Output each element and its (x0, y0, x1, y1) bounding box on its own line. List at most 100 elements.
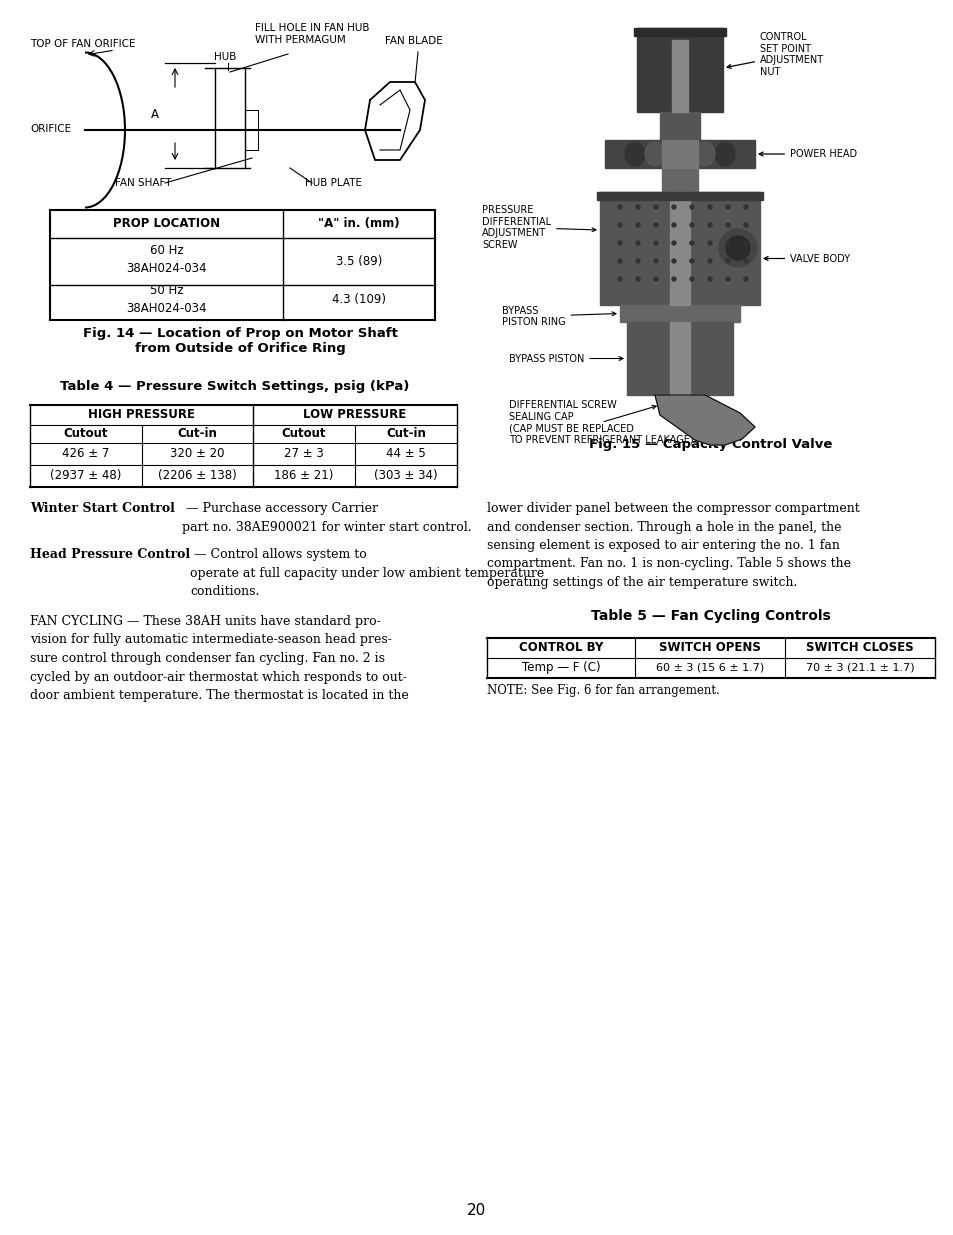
Bar (661, 168, 698, 191)
Bar (597, 191, 762, 200)
Text: SWITCH OPENS: SWITCH OPENS (659, 641, 760, 655)
Ellipse shape (714, 142, 734, 165)
Circle shape (707, 205, 711, 209)
Text: NOTE: See Fig. 6 for fan arrangement.: NOTE: See Fig. 6 for fan arrangement. (486, 684, 719, 697)
Text: — Purchase accessory Carrier
part no. 38AE900021 for winter start control.: — Purchase accessory Carrier part no. 38… (182, 501, 471, 534)
Text: Fig. 15 — Capacity Control Valve: Fig. 15 — Capacity Control Valve (589, 438, 832, 451)
Text: Winter Start Control: Winter Start Control (30, 501, 174, 515)
Text: 426 ± 7: 426 ± 7 (62, 447, 110, 459)
Circle shape (654, 224, 658, 227)
Text: Cut-in: Cut-in (177, 427, 217, 440)
Circle shape (636, 205, 639, 209)
Circle shape (618, 259, 621, 263)
Text: FAN CYCLING — These 38AH units have standard pro-
vision for fully automatic int: FAN CYCLING — These 38AH units have stan… (30, 615, 408, 701)
Text: VALVE BODY: VALVE BODY (763, 253, 849, 263)
Text: SWITCH CLOSES: SWITCH CLOSES (805, 641, 913, 655)
Text: 320 ± 20: 320 ± 20 (170, 447, 225, 459)
Circle shape (618, 205, 621, 209)
Circle shape (671, 205, 676, 209)
Text: — Control allows system to
operate at full capacity under low ambient temperatur: — Control allows system to operate at fu… (190, 548, 543, 598)
Text: PRESSURE
DIFFERENTIAL
ADJUSTMENT
SCREW: PRESSURE DIFFERENTIAL ADJUSTMENT SCREW (481, 205, 596, 249)
Circle shape (707, 259, 711, 263)
Bar (637, 28, 722, 112)
Text: ORIFICE: ORIFICE (30, 124, 71, 135)
Circle shape (671, 277, 676, 282)
Circle shape (743, 277, 747, 282)
Circle shape (636, 259, 639, 263)
Polygon shape (655, 395, 754, 445)
Text: (2206 ± 138): (2206 ± 138) (158, 469, 236, 482)
Bar (669, 191, 689, 305)
Bar (626, 322, 732, 395)
Ellipse shape (719, 228, 757, 267)
Bar (671, 40, 687, 112)
Text: 50 Hz
38AH024-034: 50 Hz 38AH024-034 (126, 284, 207, 315)
Text: 4.3 (109): 4.3 (109) (332, 293, 386, 305)
Bar (661, 140, 698, 168)
Circle shape (743, 205, 747, 209)
Circle shape (725, 224, 729, 227)
Text: FAN BLADE: FAN BLADE (385, 36, 442, 46)
Text: (2937 ± 48): (2937 ± 48) (51, 469, 122, 482)
Ellipse shape (624, 142, 644, 165)
Bar (659, 112, 700, 140)
Text: 27 ± 3: 27 ± 3 (284, 447, 323, 459)
Text: BYPASS PISTON: BYPASS PISTON (509, 353, 622, 363)
Text: FILL HOLE IN FAN HUB
WITH PERMAGUM: FILL HOLE IN FAN HUB WITH PERMAGUM (254, 23, 369, 44)
Circle shape (636, 277, 639, 282)
Circle shape (671, 259, 676, 263)
Ellipse shape (644, 142, 664, 165)
Text: 60 Hz
38AH024-034: 60 Hz 38AH024-034 (126, 245, 207, 275)
Text: Cut-in: Cut-in (386, 427, 425, 440)
Text: HUB PLATE: HUB PLATE (305, 178, 361, 188)
Circle shape (725, 205, 729, 209)
Circle shape (671, 241, 676, 245)
Circle shape (725, 259, 729, 263)
Text: Table 5 — Fan Cycling Controls: Table 5 — Fan Cycling Controls (591, 609, 830, 622)
Text: A: A (151, 107, 159, 121)
Text: Head Pressure Control: Head Pressure Control (30, 548, 190, 561)
Circle shape (654, 277, 658, 282)
Circle shape (743, 241, 747, 245)
Text: DIFFERENTIAL SCREW
SEALING CAP
(CAP MUST BE REPLACED
TO PREVENT REFRIGERANT LEAK: DIFFERENTIAL SCREW SEALING CAP (CAP MUST… (509, 400, 693, 445)
Circle shape (689, 259, 693, 263)
Bar (634, 28, 725, 36)
Text: 60 ± 3 (15 6 ± 1.7): 60 ± 3 (15 6 ± 1.7) (655, 663, 763, 673)
Circle shape (654, 241, 658, 245)
Circle shape (725, 241, 729, 245)
Text: CONTROL BY: CONTROL BY (518, 641, 602, 655)
Text: TOP OF FAN ORIFICE: TOP OF FAN ORIFICE (30, 40, 135, 49)
Text: PROP LOCATION: PROP LOCATION (112, 217, 220, 230)
Text: LOW PRESSURE: LOW PRESSURE (303, 408, 406, 421)
Circle shape (689, 205, 693, 209)
Circle shape (707, 241, 711, 245)
Text: 3.5 (89): 3.5 (89) (335, 254, 382, 268)
Circle shape (743, 259, 747, 263)
Text: CONTROL
SET POINT
ADJUSTMENT
NUT: CONTROL SET POINT ADJUSTMENT NUT (726, 32, 823, 77)
Circle shape (689, 277, 693, 282)
Text: 20: 20 (467, 1203, 486, 1218)
Text: Cutout: Cutout (281, 427, 326, 440)
Circle shape (743, 224, 747, 227)
Text: FAN SHAFT: FAN SHAFT (115, 178, 172, 188)
Text: BYPASS
PISTON RING: BYPASS PISTON RING (501, 305, 616, 327)
Circle shape (707, 277, 711, 282)
Text: from Outside of Orifice Ring: from Outside of Orifice Ring (134, 342, 345, 354)
Circle shape (654, 205, 658, 209)
Circle shape (618, 241, 621, 245)
Bar (599, 191, 760, 305)
Circle shape (636, 224, 639, 227)
Circle shape (689, 241, 693, 245)
Text: Table 4 — Pressure Switch Settings, psig (kPa): Table 4 — Pressure Switch Settings, psig… (60, 380, 409, 393)
Circle shape (725, 277, 729, 282)
Text: lower divider panel between the compressor compartment
and condenser section. Th: lower divider panel between the compress… (486, 501, 859, 589)
Bar (604, 140, 754, 168)
Text: Cutout: Cutout (64, 427, 108, 440)
Text: HIGH PRESSURE: HIGH PRESSURE (88, 408, 194, 421)
Circle shape (707, 224, 711, 227)
Circle shape (618, 224, 621, 227)
Text: HUB: HUB (213, 52, 236, 62)
Text: Temp — F (C): Temp — F (C) (521, 661, 599, 674)
Text: "A" in. (mm): "A" in. (mm) (318, 217, 399, 230)
Text: POWER HEAD: POWER HEAD (759, 149, 856, 159)
